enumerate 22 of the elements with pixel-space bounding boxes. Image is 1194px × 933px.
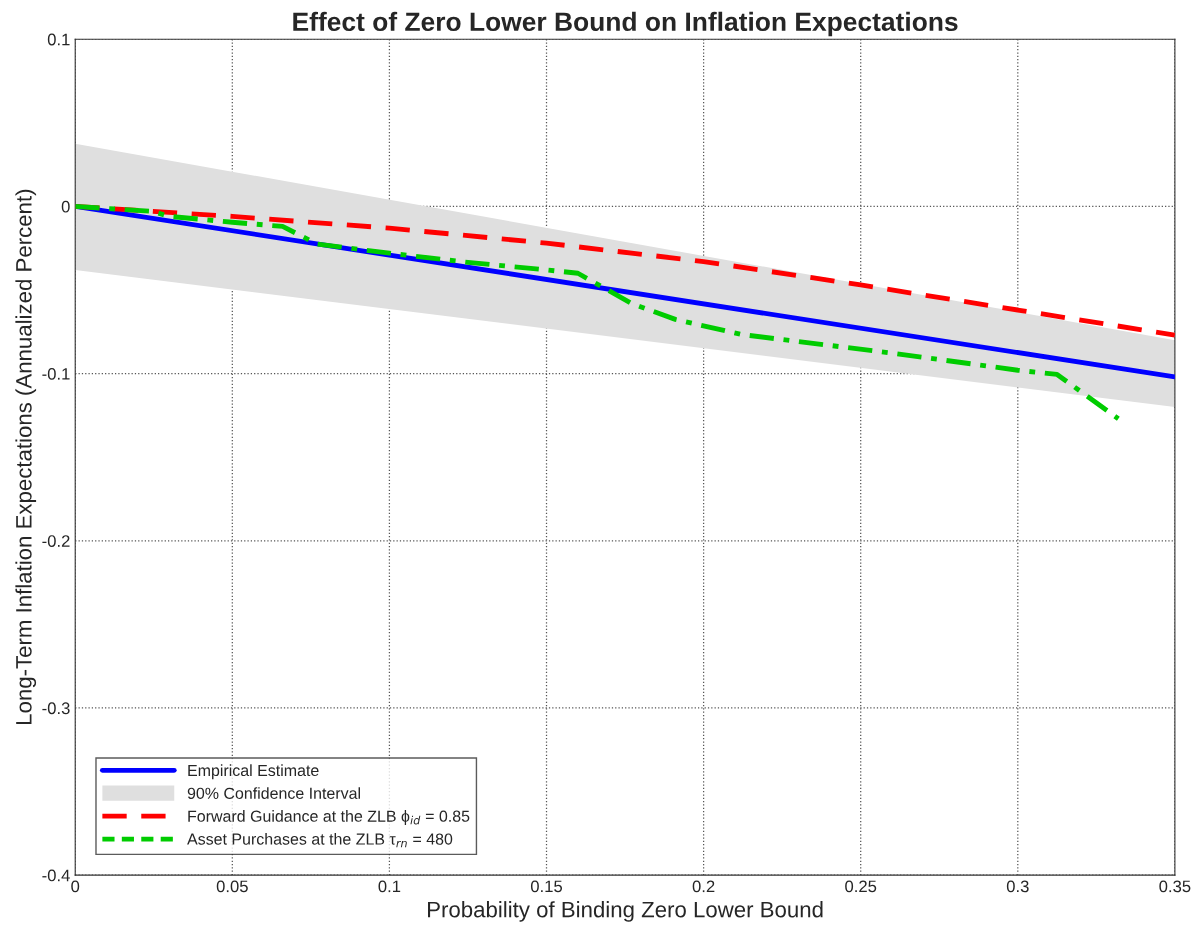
y-tick-label: 0.1 <box>47 33 70 46</box>
y-tick-label: -0.1 <box>42 367 70 380</box>
line-series <box>75 203 1121 422</box>
x-tick-label: 0.25 <box>845 880 877 893</box>
legend-label: Asset Purchases at the ZLB τ$_{rn}$ = 480 <box>187 833 453 848</box>
x-tick-label: 0.05 <box>216 880 248 893</box>
annotation: 90% Confidence Interval <box>187 787 360 799</box>
legend-label: Forward Guidance at the ZLB ϕ$_{id}$ = 0.85 <box>188 810 470 825</box>
x-tick-label: 0.35 <box>1159 880 1191 893</box>
x-tick-label: 0 <box>71 880 80 893</box>
y-tick-label: -0.3 <box>42 702 70 715</box>
legend-label: Empirical Estimate <box>188 764 319 780</box>
y-tick-label: -0.2 <box>42 535 70 547</box>
x-tick-label: 0.3 <box>1006 880 1029 893</box>
y-tick-label: 0 <box>61 200 70 213</box>
chart-title: Effect of Zero Lower Bound on Inflation Expectations <box>293 11 958 37</box>
x-tick-label: 0.1 <box>378 880 401 893</box>
y-tick-label: -0.4 <box>42 869 70 882</box>
x-tick-label: 0.2 <box>692 880 715 893</box>
x-tick-label: 0.15 <box>530 880 563 893</box>
x-axis-title: Probability of Binding Zero Lower Bound <box>428 901 823 922</box>
y-axis-title: Long-Term Inflation Expectations (Annualized Percent) <box>15 189 37 724</box>
